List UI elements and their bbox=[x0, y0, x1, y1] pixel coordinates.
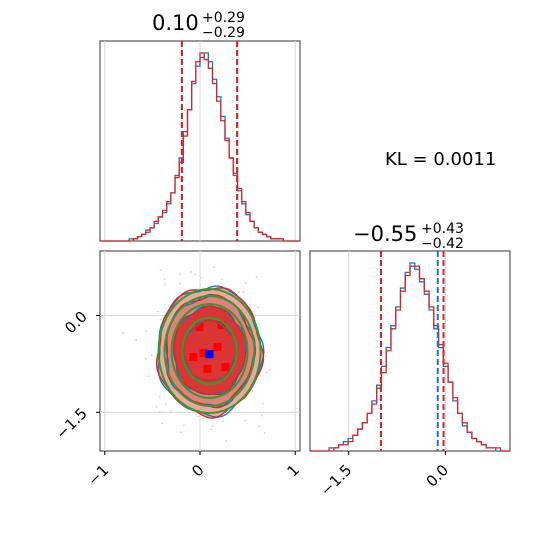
contour-x-tick-label-1: −1 bbox=[84, 461, 112, 489]
sample-point bbox=[268, 369, 271, 372]
gaussian-contour-4 bbox=[181, 317, 238, 385]
param2-histogram-series bbox=[310, 262, 510, 452]
sample-point bbox=[222, 420, 224, 423]
param2-histogram-panel: −1.5 0.0 −0.55 +0.43 −0.42 bbox=[309, 221, 511, 500]
density-contour-lines bbox=[155, 285, 265, 419]
sample-point bbox=[251, 390, 254, 392]
sample-point bbox=[164, 403, 167, 406]
sample-point bbox=[179, 291, 181, 294]
sample-point bbox=[263, 432, 266, 434]
sample-point bbox=[258, 425, 261, 427]
sample-point bbox=[163, 283, 166, 286]
sample-point bbox=[145, 357, 148, 360]
param1-histogram-panel: 0.10 +0.29 −0.29 bbox=[99, 10, 301, 242]
param2-x-tick-label-2: 0.0 bbox=[423, 461, 453, 491]
param1-param2-contour-panel: −1 0 1 0.0 −1.5 bbox=[52, 250, 303, 489]
density-peak-4 bbox=[213, 343, 222, 351]
sample-point bbox=[178, 411, 181, 414]
param2-x-tick-label-1: −1.5 bbox=[317, 461, 355, 499]
sample-point bbox=[265, 371, 268, 374]
sample-point bbox=[170, 410, 173, 413]
sample-point bbox=[225, 440, 228, 443]
sample-point bbox=[163, 278, 166, 280]
param1-title-lower-error: −0.29 bbox=[202, 25, 245, 41]
truth-marker bbox=[205, 350, 214, 359]
sample-point bbox=[150, 354, 153, 357]
param2-quantile-lines bbox=[379, 251, 445, 451]
sample-point bbox=[264, 355, 267, 357]
density-peak-6 bbox=[221, 363, 230, 371]
sample-point bbox=[210, 428, 212, 431]
sample-point bbox=[161, 422, 164, 425]
sample-point bbox=[197, 415, 200, 418]
contour-line-red-3 bbox=[172, 305, 248, 396]
sample-point bbox=[122, 332, 125, 335]
contour-grid bbox=[100, 251, 300, 451]
sample-point bbox=[242, 291, 245, 293]
sample-point bbox=[193, 273, 196, 276]
param1-histogram-series bbox=[100, 52, 300, 242]
sample-point bbox=[212, 266, 215, 269]
param2-x-tick-labels: −1.5 0.0 bbox=[317, 451, 452, 500]
sample-point bbox=[257, 306, 259, 309]
sample-point bbox=[244, 419, 247, 422]
gaussian-contour-1 bbox=[157, 288, 262, 414]
contour-y-tick-label-2: −1.5 bbox=[52, 404, 90, 442]
sample-point bbox=[262, 402, 264, 405]
contour-x-tick-labels: −1 0 1 bbox=[84, 451, 303, 489]
sample-point bbox=[145, 330, 148, 333]
param1-title-value: 0.10 bbox=[152, 11, 199, 35]
histogram-series-2 bbox=[100, 52, 300, 242]
contour-x-tick-label-3: 1 bbox=[284, 461, 303, 480]
sample-point bbox=[220, 278, 223, 281]
sample-point bbox=[155, 405, 158, 408]
truth-marker-square bbox=[205, 350, 214, 359]
sample-point bbox=[157, 310, 160, 313]
sample-point bbox=[179, 282, 181, 285]
gaussian-contour-2 bbox=[163, 295, 256, 407]
sample-point bbox=[147, 375, 150, 378]
sample-point bbox=[159, 318, 162, 321]
sample-point bbox=[261, 414, 263, 417]
contour-y-tick-labels: 0.0 −1.5 bbox=[52, 308, 100, 443]
density-peak-5 bbox=[203, 365, 212, 373]
sample-point bbox=[158, 411, 161, 413]
sample-point bbox=[211, 425, 214, 428]
param2-grid bbox=[348, 251, 446, 451]
sample-point bbox=[245, 282, 247, 284]
sample-point bbox=[135, 339, 138, 342]
param1-quantile-lines bbox=[180, 41, 239, 241]
contour-y-tick-label-1: 0.0 bbox=[61, 308, 91, 338]
density-peak-3 bbox=[199, 349, 208, 357]
sample-point bbox=[255, 275, 258, 278]
sample-point bbox=[179, 431, 182, 434]
param1-grid bbox=[104, 41, 296, 241]
gaussian-contour-3 bbox=[170, 303, 249, 399]
sample-point bbox=[200, 276, 202, 279]
param1-title-upper-error: +0.29 bbox=[202, 10, 245, 26]
density-peak-1 bbox=[195, 323, 204, 331]
sample-point bbox=[178, 273, 181, 276]
param2-title-lower-error: −0.42 bbox=[421, 236, 464, 252]
sample-point bbox=[183, 424, 185, 427]
sample-point bbox=[190, 270, 193, 273]
contour-x-tick-label-2: 0 bbox=[188, 461, 207, 480]
sample-point bbox=[159, 395, 161, 398]
param2-title-value: −0.55 bbox=[353, 222, 417, 246]
sample-point bbox=[237, 290, 240, 293]
param2-title-upper-error: +0.43 bbox=[421, 221, 464, 237]
sample-point bbox=[159, 269, 162, 272]
kl-divergence-annotation: KL = 0.0011 bbox=[385, 149, 496, 170]
density-peak-7 bbox=[189, 353, 198, 361]
histogram-series-2 bbox=[310, 265, 510, 452]
